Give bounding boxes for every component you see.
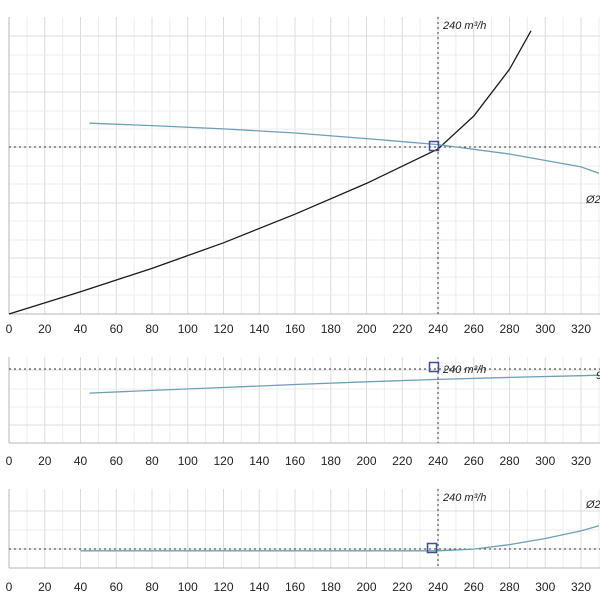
x-tick-label: 320 xyxy=(571,454,591,468)
x-tick-label: 220 xyxy=(392,454,412,468)
x-tick-label: 0 xyxy=(6,322,13,336)
x-tick-label: 320 xyxy=(571,322,591,336)
x-tick-label: 100 xyxy=(178,580,198,594)
duty-flow-annotation: 240 m³/h xyxy=(442,20,486,32)
x-tick-label: 60 xyxy=(110,322,124,336)
x-tick-label: 20 xyxy=(38,454,52,468)
x-tick-label: 140 xyxy=(249,454,269,468)
x-tick-label: 40 xyxy=(74,322,88,336)
npsh-curve-panel: 0 20 40 60 80 100 120 140 160 180 200 220 240 260 280 3… xyxy=(6,489,600,594)
x-tick-label: 200 xyxy=(356,322,376,336)
power-side-label: 9 xyxy=(596,370,600,382)
x-tick-label: 280 xyxy=(499,322,519,336)
x-tick-label: 300 xyxy=(535,322,555,336)
x-tick-label: 160 xyxy=(285,580,305,594)
x-tick-label: 40 xyxy=(74,580,88,594)
duty-point-marker xyxy=(426,542,438,554)
x-tick-label: 260 xyxy=(464,580,484,594)
x-tick-label: 300 xyxy=(535,580,555,594)
head-panel-curves xyxy=(8,17,600,315)
x-tick-label: 280 xyxy=(499,580,519,594)
duty-point-marker xyxy=(428,361,440,373)
x-tick-label: 80 xyxy=(145,322,159,336)
series-line-0 xyxy=(89,374,599,394)
x-tick-label: 180 xyxy=(321,580,341,594)
duty-flow-annotation-power: 240 m³/h xyxy=(442,364,486,376)
x-tick-label: 140 xyxy=(249,580,269,594)
x-tick-label: 80 xyxy=(145,580,159,594)
x-tick-label: 20 xyxy=(38,580,52,594)
x-tick-label: 220 xyxy=(392,322,412,336)
x-tick-label: 180 xyxy=(321,322,341,336)
power-curve-panel: 0 20 40 60 80 100 120 140 160 180 200 220 240 260 280 3… xyxy=(6,357,600,468)
power-panel-x-ticks: 0 20 40 60 80 100 120 140 160 180 200 220 240 260 280 3… xyxy=(6,454,592,468)
x-tick-label: 120 xyxy=(213,322,233,336)
x-tick-label: 80 xyxy=(145,454,159,468)
series-line-0 xyxy=(80,525,600,552)
x-tick-label: 220 xyxy=(392,580,412,594)
x-tick-label: 240 xyxy=(428,454,448,468)
x-tick-label: 40 xyxy=(74,454,88,468)
npsh-panel-curves xyxy=(9,489,600,568)
x-tick-label: 100 xyxy=(178,322,198,336)
x-tick-label: 260 xyxy=(464,322,484,336)
power-panel-curves xyxy=(9,357,600,443)
x-tick-label: 160 xyxy=(285,454,305,468)
x-tick-label: 300 xyxy=(535,454,555,468)
x-tick-label: 200 xyxy=(356,580,376,594)
x-tick-label: 240 xyxy=(428,580,448,594)
x-tick-label: 0 xyxy=(6,454,13,468)
x-tick-label: 20 xyxy=(38,322,52,336)
x-tick-label: 320 xyxy=(571,580,591,594)
head-panel-x-ticks: 0 20 40 60 80 100 120 140 160 180 200 220 240 260 280 3… xyxy=(6,322,592,336)
x-tick-label: 100 xyxy=(178,454,198,468)
x-tick-label: 180 xyxy=(321,454,341,468)
series-line-1 xyxy=(89,122,600,174)
x-tick-label: 60 xyxy=(110,580,124,594)
x-tick-label: 120 xyxy=(213,580,233,594)
power-panel-grid xyxy=(8,357,600,444)
duty-flow-annotation-npsh: 240 m³/h xyxy=(442,492,486,504)
x-tick-label: 280 xyxy=(499,454,519,468)
x-tick-label: 200 xyxy=(356,454,376,468)
head-panel-grid xyxy=(8,17,600,315)
npsh-side-label: Ø2 xyxy=(585,499,600,511)
x-tick-label: 60 xyxy=(110,454,124,468)
head-curve-panel: 0 20 40 60 80 100 120 140 160 180 200 220 240 260 280 3… xyxy=(6,17,600,336)
npsh-panel-x-ticks: 0 20 40 60 80 100 120 140 160 180 200 220 240 260 280 3… xyxy=(6,580,592,594)
x-tick-label: 160 xyxy=(285,322,305,336)
series-line-0 xyxy=(8,30,532,315)
x-tick-label: 120 xyxy=(213,454,233,468)
duty-point-marker xyxy=(428,140,440,152)
x-tick-label: 260 xyxy=(464,454,484,468)
x-tick-label: 0 xyxy=(6,580,13,594)
x-tick-label: 140 xyxy=(249,322,269,336)
npsh-panel-grid xyxy=(8,489,600,569)
impeller-diameter-label: Ø2 xyxy=(585,194,600,206)
x-tick-label: 240 xyxy=(428,322,448,336)
